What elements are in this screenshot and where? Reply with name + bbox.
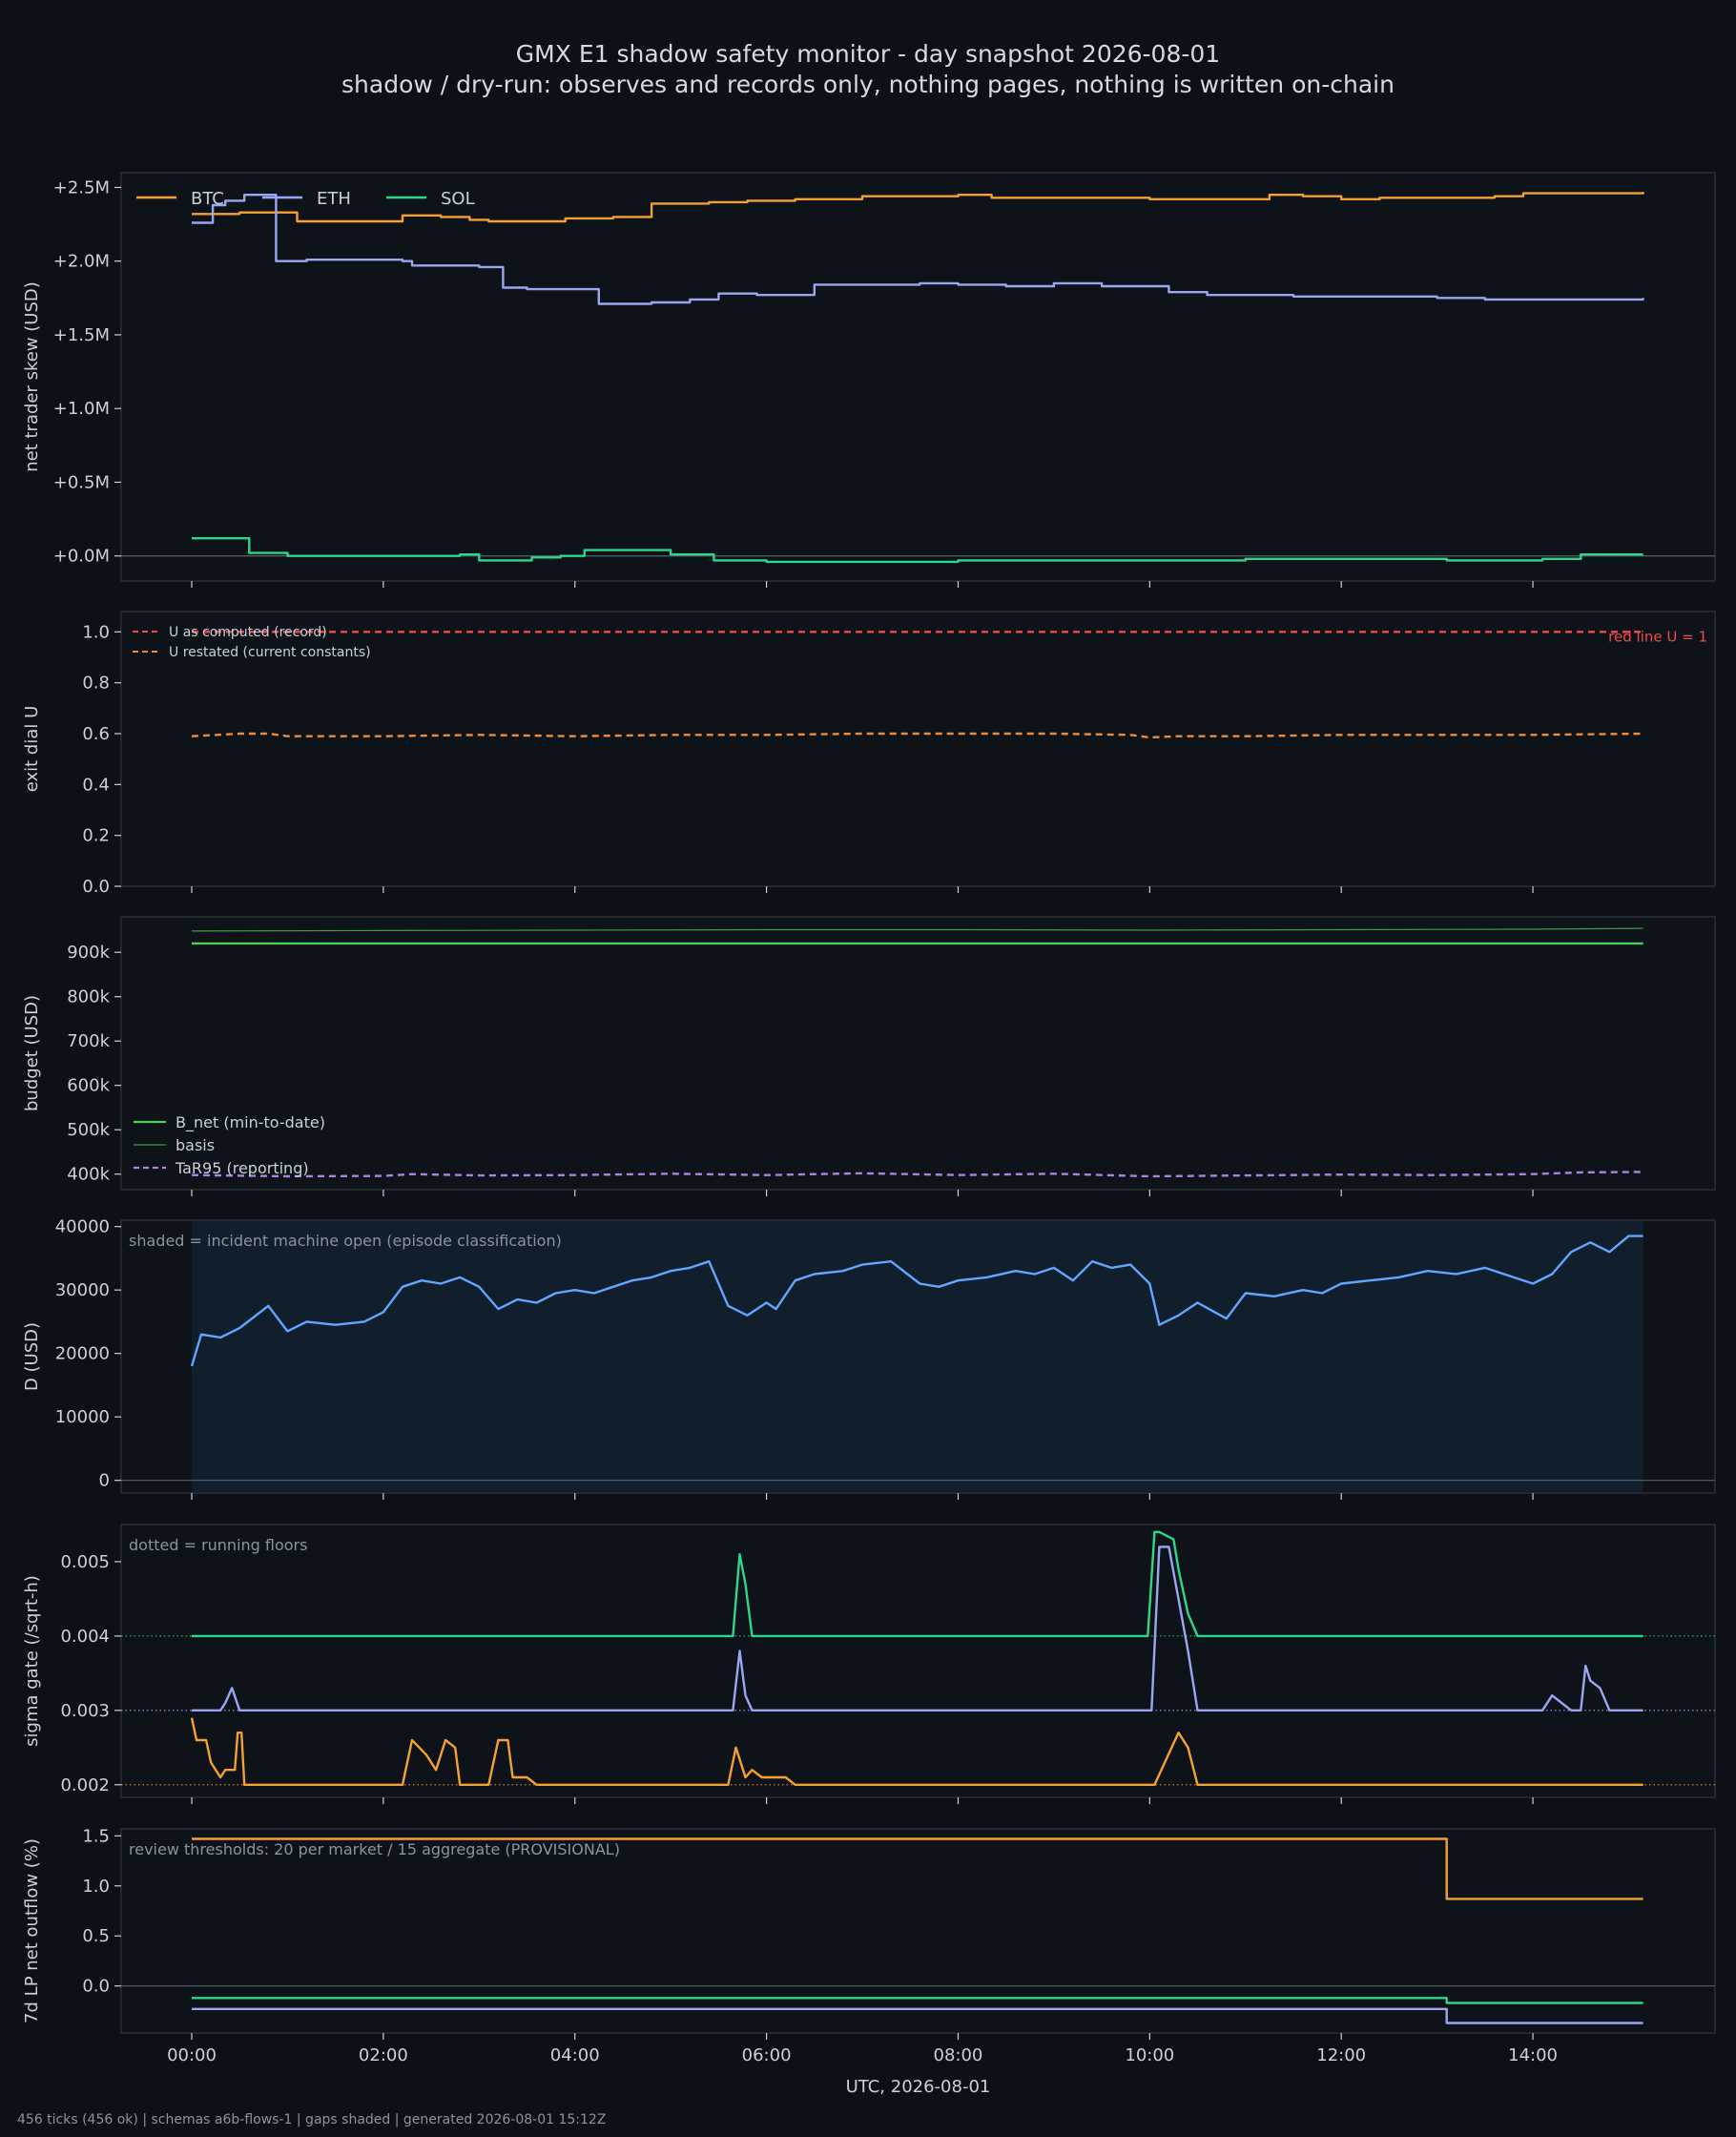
y-axis-label: net trader skew (USD) — [22, 281, 42, 472]
legend-label: BTC — [191, 189, 224, 209]
y-tick-label: +2.5M — [53, 177, 110, 197]
x-tick-label: 02:00 — [359, 2045, 408, 2065]
panel-frame — [120, 916, 1716, 1191]
panel-lp_outflow: 0.0 0.5 1.0 1.5 00:00 02:00 04:00 06:00 08:00 10:… — [22, 1826, 1716, 2097]
panel-annotation: shaded = incident machine open (episode … — [129, 1232, 562, 1250]
y-tick-label: 0 — [99, 1471, 110, 1491]
legend-label: basis — [176, 1136, 215, 1154]
x-axis-label: UTC, 2026-08-01 — [846, 2077, 991, 2097]
panel-frame — [120, 1524, 1716, 1798]
x-tick-label: 14:00 — [1508, 2045, 1558, 2065]
panel-annotation: review thresholds: 20 per market / 15 ag… — [129, 1840, 620, 1858]
y-tick-label: 0.002 — [60, 1775, 110, 1795]
y-axis-label: budget (USD) — [22, 995, 42, 1111]
legend-label: TaR95 (reporting) — [175, 1159, 309, 1177]
y-axis-label: 7d LP net outflow (%) — [22, 1838, 42, 2023]
y-axis-label: sigma gate (/sqrt-h) — [22, 1575, 42, 1747]
y-axis-label: D (USD) — [22, 1322, 42, 1391]
y-tick-label: +0.0M — [53, 547, 110, 567]
y-tick-label: 0.004 — [60, 1627, 110, 1647]
legend-label: B_net (min-to-date) — [176, 1113, 325, 1132]
legend-label: SOL — [441, 189, 475, 209]
x-tick-label: 06:00 — [742, 2045, 792, 2065]
y-tick-label: 0.4 — [82, 775, 110, 795]
y-tick-label: 0.0 — [82, 877, 110, 897]
y-tick-label: 1.5 — [82, 1826, 110, 1846]
series-line-lp_outflow-2 — [192, 2007, 1643, 2024]
y-tick-label: 0.8 — [82, 674, 110, 694]
y-tick-label: 20000 — [55, 1344, 110, 1364]
y-tick-label: 0.005 — [60, 1552, 110, 1572]
red-line-annotation: red line U = 1 — [1608, 628, 1707, 645]
series-line-basis — [191, 927, 1643, 932]
series-line-tar95-reporting- — [191, 1171, 1643, 1178]
series-line-btc — [192, 192, 1644, 223]
x-tick-label: 00:00 — [167, 2045, 217, 2065]
y-tick-label: 0.5 — [82, 1926, 110, 1946]
y-tick-label: 10000 — [55, 1407, 110, 1427]
y-tick-label: 40000 — [55, 1217, 110, 1237]
y-tick-label: 500k — [67, 1120, 110, 1140]
footer-status: 456 ticks (456 ok) | schemas a6b-flows-1… — [17, 2112, 607, 2127]
y-tick-label: 1.0 — [82, 622, 110, 642]
series-line-d — [190, 1234, 1643, 1367]
y-tick-label: 0.0 — [82, 1977, 110, 1997]
panel-skew: +0.0M +0.5M +1.0M +1.5M +2.0M +2.5M net trader… — [22, 172, 1716, 588]
panel-sigma_gate: 0.002 0.003 0.004 0.005 sigma gate (/sqrt-h)… — [22, 1524, 1716, 1804]
panel-frame — [120, 172, 1716, 582]
panel-frame — [120, 611, 1716, 887]
y-tick-label: 700k — [67, 1031, 110, 1051]
y-tick-label: 400k — [67, 1165, 110, 1185]
x-tick-label: 04:00 — [550, 2045, 600, 2065]
chart-subtitle: shadow / dry-run: observes and records o… — [341, 71, 1395, 98]
y-tick-label: 0.6 — [82, 724, 110, 744]
series-line-u-restated-current-constants- — [191, 732, 1643, 739]
x-tick-label: 12:00 — [1316, 2045, 1366, 2065]
panel-exit_dial: 0.0 0.2 0.4 0.6 0.8 1.0 exit dial U red line U … — [22, 611, 1716, 897]
legend-label: U as computed (record) — [169, 625, 327, 640]
series-line-sigma_gate-2 — [190, 1717, 1643, 1786]
incident-shade — [192, 1221, 1643, 1492]
panel-annotation: dotted = running floors — [129, 1536, 307, 1554]
legend-label: U restated (current constants) — [169, 645, 371, 660]
y-tick-label: +2.0M — [53, 252, 110, 272]
series-line-lp_outflow-1 — [192, 1997, 1643, 2004]
series-line-lp_outflow-0 — [192, 1837, 1643, 1900]
x-tick-label: 08:00 — [934, 2045, 983, 2065]
y-tick-label: 800k — [67, 987, 110, 1007]
series-line-eth — [192, 194, 1644, 305]
panel-D: 0 10000 20000 30000 40000 D (USD) shaded = inc… — [22, 1217, 1716, 1500]
x-tick-label: 10:00 — [1125, 2045, 1174, 2065]
legend-label: ETH — [317, 189, 351, 209]
series-line-sigma_gate-0 — [192, 1530, 1643, 1638]
y-tick-label: 900k — [67, 943, 110, 963]
y-tick-label: 0.2 — [82, 826, 110, 846]
y-tick-label: 0.003 — [60, 1701, 110, 1721]
y-tick-label: +0.5M — [53, 472, 110, 492]
y-tick-label: +1.0M — [53, 399, 110, 419]
y-tick-label: 30000 — [55, 1280, 110, 1300]
y-tick-label: 600k — [67, 1076, 110, 1096]
y-tick-label: 1.0 — [82, 1877, 110, 1897]
panel-budget: 400k 500k 600k 700k 800k 900k budget (USD) B_ne… — [22, 916, 1716, 1196]
series-line-sigma_gate-1 — [192, 1546, 1643, 1712]
chart-title: GMX E1 shadow safety monitor - day snaps… — [515, 40, 1221, 68]
y-tick-label: +1.5M — [53, 325, 110, 345]
series-line-sol — [192, 537, 1643, 564]
y-axis-label: exit dial U — [22, 706, 42, 793]
